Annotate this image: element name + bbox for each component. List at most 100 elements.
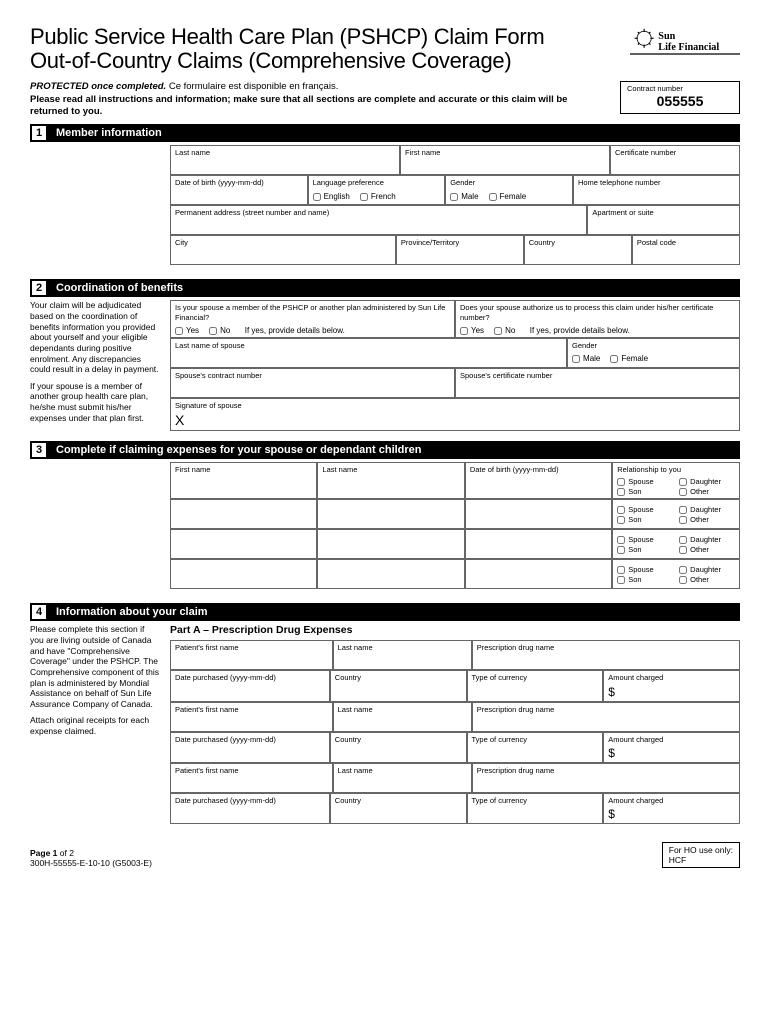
claim-country-input[interactable] [335,805,462,815]
dep-first-input[interactable] [175,532,312,542]
dollar-sign: $ [608,746,735,760]
contract-number-box: Contract number 055555 [620,81,740,114]
dep-last-input[interactable] [322,532,459,542]
phone-label: Home telephone number [578,178,661,187]
spouse-cert-input[interactable] [460,380,735,390]
spouse-female-checkbox[interactable] [610,355,618,363]
address-label: Permanent address (street number and nam… [175,208,329,217]
dollar-sign: $ [608,685,735,699]
dep-first-input[interactable] [175,562,312,572]
date-purchased-input[interactable] [175,744,325,754]
lang-english-checkbox[interactable] [313,193,321,201]
dep-last-header: Last name [322,465,357,474]
claim-country-label: Country [335,735,361,744]
dep-first-header: First name [175,465,210,474]
rel-other-checkbox[interactable] [679,576,687,584]
rel-daughter-checkbox[interactable] [679,478,687,486]
currency-input[interactable] [472,744,599,754]
spouse-contract-input[interactable] [175,380,450,390]
rel-spouse-checkbox[interactable] [617,566,625,574]
spouse-auth-q: Does your spouse authorize us to process… [460,303,713,321]
q2-yes-checkbox[interactable] [460,327,468,335]
patient-first-input[interactable] [175,653,328,663]
dep-rel-header: Relationship to you [617,465,681,474]
section-2-header: 2 Coordination of benefits [30,279,740,297]
rel-daughter-checkbox[interactable] [679,506,687,514]
last-name-input[interactable] [175,158,395,168]
phone-input[interactable] [578,188,735,198]
company-logo: Sun Life Financial [630,25,740,63]
rel-other-checkbox[interactable] [679,546,687,554]
rel-daughter-checkbox[interactable] [679,536,687,544]
q1-yes-checkbox[interactable] [175,327,183,335]
rel-son-checkbox[interactable] [617,516,625,524]
rel-son-checkbox[interactable] [617,576,625,584]
apt-input[interactable] [592,218,735,228]
drug-input[interactable] [477,653,735,663]
postal-input[interactable] [637,248,735,258]
currency-input[interactable] [472,683,599,693]
rel-spouse-checkbox[interactable] [617,536,625,544]
currency-input[interactable] [472,805,599,815]
drug-input[interactable] [477,714,735,724]
spouse-cert-label: Spouse's certificate number [460,371,552,380]
patient-first-input[interactable] [175,775,328,785]
patient-first-label: Patient's first name [175,766,239,775]
drug-input[interactable] [477,775,735,785]
dep-dob-input[interactable] [470,562,607,572]
patient-last-input[interactable] [338,714,467,724]
rel-spouse-checkbox[interactable] [617,478,625,486]
dep-first-input[interactable] [175,502,312,512]
spouse-male-checkbox[interactable] [572,355,580,363]
claim-country-input[interactable] [335,683,462,693]
q1-no-checkbox[interactable] [209,327,217,335]
rel-son-checkbox[interactable] [617,546,625,554]
patient-first-label: Patient's first name [175,643,239,652]
page-title-line1: Public Service Health Care Plan (PSHCP) … [30,25,544,49]
dob-input[interactable] [175,188,303,198]
signature-x[interactable]: X [175,412,735,428]
cert-input[interactable] [615,158,735,168]
gender-label: Gender [450,178,475,187]
spouse-last-input[interactable] [175,350,562,360]
svg-text:Life Financial: Life Financial [658,42,719,53]
dep-dob-input[interactable] [470,502,607,512]
rel-other-checkbox[interactable] [679,516,687,524]
rel-son-checkbox[interactable] [617,488,625,496]
currency-label: Type of currency [472,735,527,744]
rel-spouse-checkbox[interactable] [617,506,625,514]
lang-french-checkbox[interactable] [360,193,368,201]
spouse-gender-label: Gender [572,341,597,350]
spouse-contract-label: Spouse's contract number [175,371,262,380]
section-3-header: 3 Complete if claiming expenses for your… [30,441,740,459]
rel-daughter-checkbox[interactable] [679,566,687,574]
patient-last-input[interactable] [338,775,467,785]
dep-last-input[interactable] [322,502,459,512]
dep-last-input[interactable] [322,562,459,572]
city-input[interactable] [175,248,391,258]
rel-other-checkbox[interactable] [679,488,687,496]
address-input[interactable] [175,218,582,228]
prov-input[interactable] [401,248,519,258]
ho-use-box: For HO use only: HCF [662,842,740,868]
svg-text:Sun: Sun [658,31,675,42]
instructions-text: PROTECTED once completed. Ce formulaire … [30,81,590,118]
gender-male-checkbox[interactable] [450,193,458,201]
claim-country-input[interactable] [335,744,462,754]
lang-label: Language preference [313,178,384,187]
dep-dob-input[interactable] [470,532,607,542]
date-purchased-input[interactable] [175,683,325,693]
first-name-input[interactable] [405,158,605,168]
q2-no-checkbox[interactable] [494,327,502,335]
footer-page-info: Page 1 of 2 300H-55555-E-10-10 (G5003-E) [30,848,152,868]
patient-first-label: Patient's first name [175,705,239,714]
prov-label: Province/Territory [401,238,459,247]
date-purchased-label: Date purchased (yyyy-mm-dd) [175,735,276,744]
first-name-label: First name [405,148,440,157]
patient-first-input[interactable] [175,714,328,724]
date-purchased-input[interactable] [175,805,325,815]
gender-female-checkbox[interactable] [489,193,497,201]
patient-last-input[interactable] [338,653,467,663]
country-input[interactable] [529,248,627,258]
spouse-member-q: Is your spouse a member of the PSHCP or … [175,303,445,321]
